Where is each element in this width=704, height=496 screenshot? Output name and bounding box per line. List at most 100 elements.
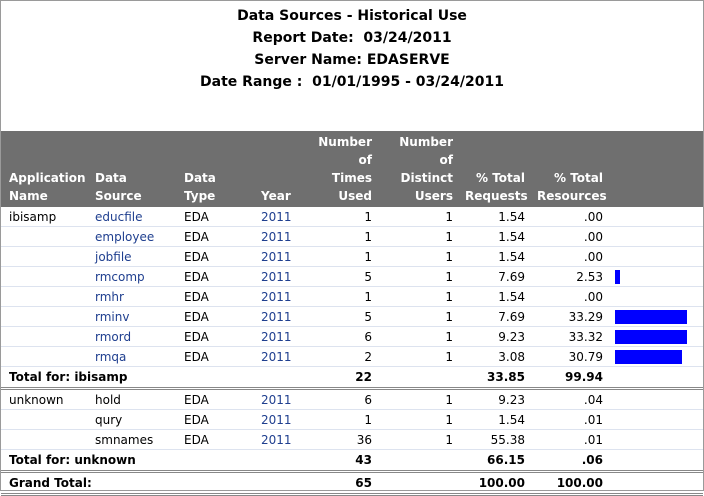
resource-bar-cell xyxy=(607,306,703,327)
pct-resources-cell: 33.32 xyxy=(529,326,607,347)
year-link[interactable]: 2011 xyxy=(253,346,307,367)
year-link[interactable]: 2011 xyxy=(253,246,307,267)
pct-resources-cell: 30.79 xyxy=(529,346,607,367)
data-source-link[interactable]: jobfile xyxy=(87,246,176,267)
pct-requests-cell: 1.54 xyxy=(457,226,529,247)
data-type-cell: EDA xyxy=(176,326,253,347)
year-link[interactable]: 2011 xyxy=(253,409,307,430)
table-row: qury EDA 2011 1 1 1.54.01 xyxy=(1,409,703,430)
year-link[interactable]: 2011 xyxy=(253,306,307,327)
app-name-cell xyxy=(1,266,87,287)
data-source-link[interactable]: rmqa xyxy=(87,346,176,367)
pct-resources-cell: .04 xyxy=(529,388,607,410)
app-name-cell xyxy=(1,246,87,267)
year-link[interactable]: 2011 xyxy=(253,388,307,410)
report-title: Data Sources - Historical Use xyxy=(237,8,467,24)
resource-bar xyxy=(615,329,687,344)
data-source-link[interactable]: educfile xyxy=(87,207,176,227)
times-used-cell: 6 xyxy=(307,326,376,347)
group-total-row: Total for: unknown 43 66.15.06 xyxy=(1,449,703,473)
group-total-row: Total for: ibisamp 22 33.85 99.94 xyxy=(1,366,703,390)
total-users-blank xyxy=(376,449,457,473)
data-source-link[interactable]: rminv xyxy=(87,306,176,327)
col-distinct-users: Number of Distinct Users xyxy=(376,131,457,207)
times-used-cell: 1 xyxy=(307,286,376,307)
date-range: Date Range : 01/01/1995 - 03/24/2011 xyxy=(200,74,504,90)
data-source-link: smnames xyxy=(87,429,176,450)
distinct-users-cell: 1 xyxy=(376,346,457,367)
server-name: Server Name: EDASERVE xyxy=(254,52,450,68)
data-source-link: hold xyxy=(87,388,176,410)
resource-bar-cell xyxy=(607,388,703,410)
year-link[interactable]: 2011 xyxy=(253,286,307,307)
year-link[interactable]: 2011 xyxy=(253,429,307,450)
resource-bar-cell xyxy=(607,246,703,267)
resource-bar xyxy=(615,349,682,364)
resource-bar-cell xyxy=(607,409,703,430)
times-used-cell: 1 xyxy=(307,246,376,267)
grand-total-label: Grand Total: xyxy=(1,471,307,496)
app-name-cell xyxy=(1,346,87,367)
distinct-users-cell: 1 xyxy=(376,306,457,327)
times-used-cell: 1 xyxy=(307,409,376,430)
times-used-cell: 5 xyxy=(307,266,376,287)
col-data-type: Data Type xyxy=(176,131,253,207)
col-data-source: Data Source xyxy=(87,131,176,207)
table-row: employee EDA 2011 1 1 1.54.00 xyxy=(1,226,703,247)
total-requests: 33.85 xyxy=(457,366,529,390)
table-row: unknown hold EDA 2011 6 1 9.23.04 xyxy=(1,388,703,410)
distinct-users-cell: 1 xyxy=(376,246,457,267)
distinct-users-cell: 1 xyxy=(376,226,457,247)
grand-total-requests: 100.00 xyxy=(457,471,529,496)
table-row: rmord EDA 2011 6 1 9.23 33.32 xyxy=(1,326,703,347)
table-row: rmhr EDA 2011 1 1 1.54.00 xyxy=(1,286,703,307)
total-users-blank xyxy=(376,366,457,390)
total-requests: 66.15 xyxy=(457,449,529,473)
resource-bar-cell xyxy=(607,286,703,307)
app-name-cell xyxy=(1,286,87,307)
col-pct-requests: % Total Requests xyxy=(457,131,529,207)
pct-resources-cell: .00 xyxy=(529,246,607,267)
total-used: 22 xyxy=(307,366,376,390)
total-label: Total for: unknown xyxy=(1,449,307,473)
pct-resources-cell: 2.53 xyxy=(529,266,607,287)
times-used-cell: 1 xyxy=(307,207,376,227)
pct-requests-cell: 3.08 xyxy=(457,346,529,367)
data-type-cell: EDA xyxy=(176,226,253,247)
data-source-link: qury xyxy=(87,409,176,430)
data-type-cell: EDA xyxy=(176,388,253,410)
year-link[interactable]: 2011 xyxy=(253,226,307,247)
grand-users-blank xyxy=(376,471,457,496)
data-source-link[interactable]: rmhr xyxy=(87,286,176,307)
pct-requests-cell: 7.69 xyxy=(457,306,529,327)
data-type-cell: EDA xyxy=(176,207,253,227)
data-source-link[interactable]: employee xyxy=(87,226,176,247)
total-resources: 99.94 xyxy=(529,366,607,390)
data-source-link[interactable]: rmord xyxy=(87,326,176,347)
table-row: jobfile EDA 2011 1 1 1.54.00 xyxy=(1,246,703,267)
data-type-cell: EDA xyxy=(176,429,253,450)
pct-requests-cell: 55.38 xyxy=(457,429,529,450)
col-times-used: Number of Times Used xyxy=(307,131,376,207)
distinct-users-cell: 1 xyxy=(376,388,457,410)
total-bar-blank xyxy=(607,366,703,390)
grand-total-row: Grand Total: 65 100.00 100.00 xyxy=(1,471,703,496)
col-pct-resources: % Total Resources xyxy=(529,131,607,207)
year-link[interactable]: 2011 xyxy=(253,326,307,347)
data-type-cell: EDA xyxy=(176,286,253,307)
data-type-cell: EDA xyxy=(176,346,253,367)
pct-resources-cell: .00 xyxy=(529,207,607,227)
year-link[interactable]: 2011 xyxy=(253,266,307,287)
pct-resources-cell: .00 xyxy=(529,286,607,307)
resource-bar-cell xyxy=(607,207,703,227)
data-type-cell: EDA xyxy=(176,409,253,430)
pct-requests-cell: 1.54 xyxy=(457,286,529,307)
col-application: Application Name xyxy=(1,131,87,207)
year-link[interactable]: 2011 xyxy=(253,207,307,227)
data-source-link[interactable]: rmcomp xyxy=(87,266,176,287)
app-name-cell xyxy=(1,306,87,327)
table-row: ibisamp educfile EDA 2011 1 1 1.54.00 xyxy=(1,207,703,227)
header-row: Application Name Data Source Data Type Ye… xyxy=(1,131,703,207)
resource-bar-cell xyxy=(607,266,703,287)
